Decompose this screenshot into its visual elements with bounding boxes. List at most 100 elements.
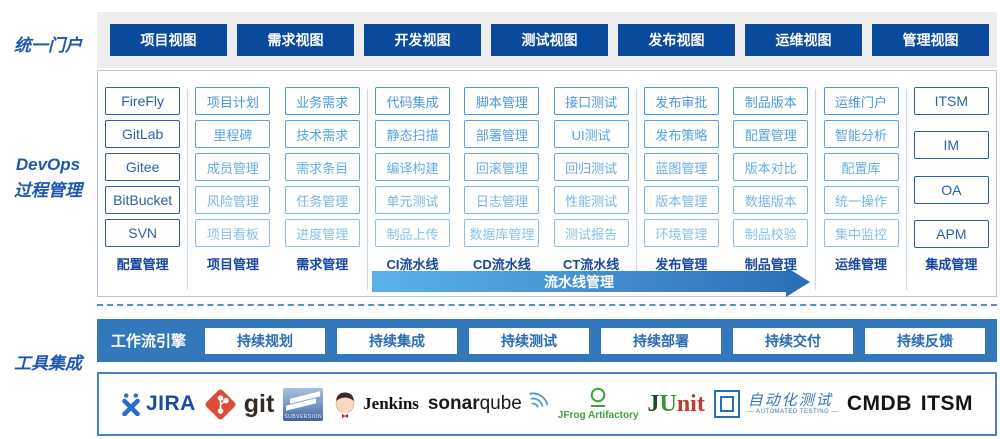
module-box: 测试报告	[553, 219, 629, 247]
module-boxes: 制品版本 配置管理 版本对比 数据版本 制品校验	[726, 87, 815, 248]
column-group-label: 制品管理	[744, 257, 797, 272]
workflow-stages-row: 持续规划 持续集成 持续测试 持续部署 持续交付 持续反馈	[205, 327, 985, 354]
module-box: 运维门户	[823, 87, 899, 115]
module-box: 版本对比	[733, 153, 809, 181]
process-column-8: 制品版本 配置管理 版本对比 数据版本 制品校验 制品管理	[726, 87, 815, 296]
logo-jenkins: Jenkins	[332, 389, 419, 419]
automated-testing-wordmark: 自动化测试	[747, 392, 833, 409]
module-box: 配置管理	[733, 120, 809, 148]
column-group-label: CI流水线	[386, 257, 439, 272]
column-group-label: 需求管理	[296, 257, 349, 272]
module-boxes: 发布审批 发布策略 蓝图管理 版本管理 环境管理	[637, 87, 726, 248]
automated-testing-subtext: — AUTOMATED TESTING —	[747, 409, 838, 416]
column-separator	[815, 89, 817, 290]
workflow-stage-4: 持续部署	[601, 327, 721, 354]
module-box: 数据库管理	[464, 219, 540, 247]
workflow-engine-label: 工作流引擎	[111, 333, 187, 350]
portal-view-button-1: 项目视图	[110, 24, 227, 56]
module-box: UI测试	[553, 120, 629, 148]
jfrog-icon	[590, 387, 606, 407]
module-box: ITSM	[913, 87, 989, 115]
module-box: 性能测试	[553, 186, 629, 214]
column-group-label: 运维管理	[835, 257, 888, 272]
module-box: FireFly	[105, 87, 181, 115]
git-wordmark: git	[243, 389, 275, 418]
module-box: IM	[913, 131, 989, 160]
module-boxes: 运维门户智能分析配置库统一操作集中监控	[816, 87, 905, 248]
module-box: 业务需求	[284, 87, 360, 115]
jira-icon	[122, 392, 140, 416]
module-boxes: 代码集成 静态扫描 编译构建 单元测试 制品上传	[368, 87, 457, 248]
logo-sonarqube: sonarqube	[428, 389, 549, 419]
module-box: Gitee	[105, 153, 181, 181]
module-boxes: FireFly GitLab Gitee BitBucket SVN	[98, 87, 187, 248]
jenkins-icon	[335, 392, 355, 419]
module-box: 代码集成	[375, 87, 451, 115]
process-column-5: 脚本管理 部署管理 回滚管理 日志管理 数据库管理 CD流水线	[457, 87, 546, 296]
module-box: 环境管理	[643, 219, 719, 247]
section-divider-dashed	[97, 304, 997, 306]
process-column-3: 业务需求 技术需求 需求条目 任务管理 进度管理 需求管理	[278, 87, 367, 296]
section-label-devops-process: DevOps 过程管理	[0, 152, 96, 204]
column-group-label: CD流水线	[472, 257, 531, 272]
column-separator	[366, 89, 368, 290]
module-box: 版本管理	[643, 186, 719, 214]
jfrog-wordmark: JFrog Artifactory	[557, 410, 639, 421]
module-box: 技术需求	[284, 120, 360, 148]
module-box: APM	[913, 219, 989, 248]
column-group-label: 项目管理	[206, 257, 259, 272]
process-column-10: ITSM IM OA APM 集成管理	[907, 87, 996, 296]
workflow-stage-2: 持续集成	[337, 327, 457, 354]
column-separator	[905, 89, 907, 290]
process-columns: FireFly GitLab Gitee BitBucket SVN 配置管理 项目计划 里程…	[98, 71, 996, 296]
pipeline-management-arrow: 流水线管理	[372, 266, 810, 297]
workflow-stage-6: 持续反馈	[865, 327, 985, 354]
sonarqube-wordmark: sonarqube	[427, 393, 522, 414]
logo-jfrog-artifactory: JFrog Artifactory	[558, 387, 639, 421]
logo-itsm: ITSM	[920, 392, 973, 415]
subversion-icon: SUBVERSION	[283, 387, 324, 421]
section-label-tool-integration: 工具集成	[14, 354, 82, 373]
portal-view-button-5: 发布视图	[618, 24, 735, 56]
module-boxes: 脚本管理 部署管理 回滚管理 日志管理 数据库管理	[457, 87, 546, 248]
jenkins-wordmark: Jenkins	[363, 394, 419, 413]
module-box: 制品版本	[733, 87, 809, 115]
module-box: 配置库	[823, 153, 899, 181]
module-box: 任务管理	[284, 186, 360, 214]
pipeline-arrow-label: 流水线管理	[544, 273, 614, 290]
process-management-panel: FireFly GitLab Gitee BitBucket SVN 配置管理 项目计划 里程…	[97, 70, 997, 297]
logo-subversion: SUBVERSION	[283, 387, 324, 421]
module-box: 集中监控	[823, 219, 899, 247]
module-box: 单元测试	[375, 186, 451, 214]
process-column-4: 代码集成 静态扫描 编译构建 单元测试 制品上传 CI流水线	[368, 87, 457, 296]
module-box: 日志管理	[464, 186, 540, 214]
logo-cmdb: CMDB	[846, 392, 912, 415]
devops-label-line2: 过程管理	[14, 181, 82, 200]
module-box: 智能分析	[823, 120, 899, 148]
module-box: 制品上传	[375, 219, 451, 247]
devops-label-line1: DevOps	[15, 155, 81, 174]
module-box: 数据版本	[733, 186, 809, 214]
logo-automated-testing: 自动化测试 — AUTOMATED TESTING —	[713, 390, 838, 418]
module-box: 回归测试	[553, 153, 629, 181]
module-boxes: 业务需求 技术需求 需求条目 任务管理 进度管理	[278, 87, 367, 248]
module-box: 统一操作	[823, 186, 899, 214]
module-boxes: ITSM IM OA APM	[907, 87, 996, 248]
process-column-2: 项目计划 里程碑 成员管理 风险管理 项目看板项目管理	[188, 87, 277, 296]
module-box: GitLab	[105, 120, 181, 148]
workflow-stage-5: 持续交付	[733, 327, 853, 354]
logo-git: git	[204, 387, 275, 421]
automated-testing-icon	[713, 390, 740, 418]
sonarqube-waves-icon	[529, 392, 549, 408]
module-boxes: 接口测试 UI测试 回归测试 性能测试 测试报告	[546, 87, 635, 248]
module-box: 静态扫描	[375, 120, 451, 148]
module-boxes: 项目计划 里程碑 成员管理 风险管理 项目看板	[188, 87, 277, 248]
portal-view-button-7: 管理视图	[872, 24, 989, 56]
logo-jira: JIRA	[121, 392, 196, 416]
tool-logos-bar: JIRA git SUBVERSION	[97, 372, 997, 436]
module-box: 蓝图管理	[643, 153, 719, 181]
process-column-9: 运维门户智能分析配置库统一操作集中监控运维管理	[816, 87, 905, 296]
section-label-unified-portal: 统一门户	[14, 36, 82, 55]
logo-junit: JUnit	[647, 390, 705, 417]
